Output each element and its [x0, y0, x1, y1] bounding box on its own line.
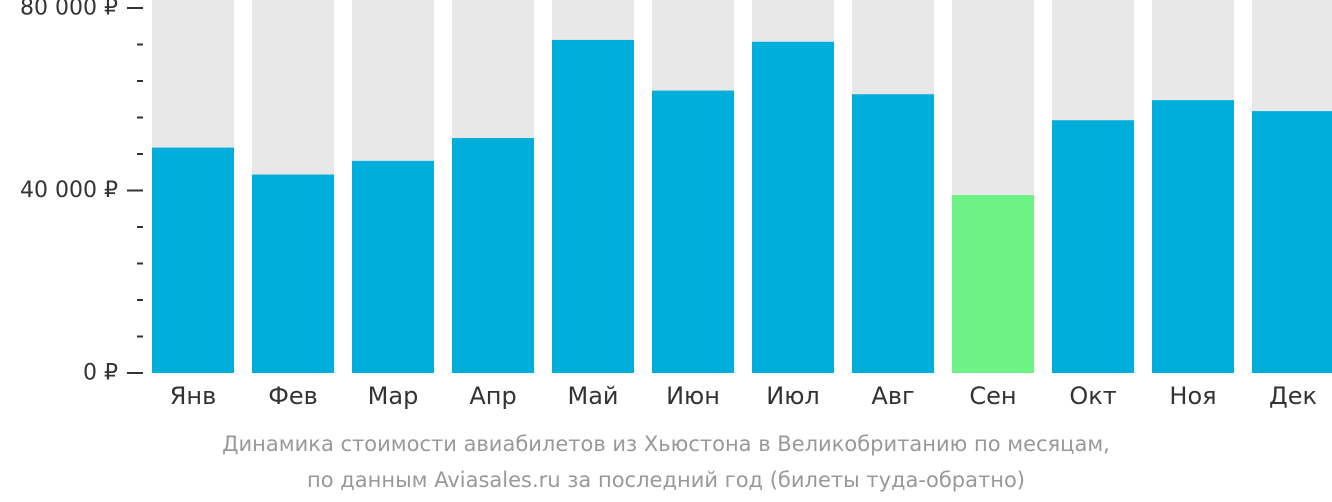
bar-6[interactable]	[652, 90, 734, 374]
bar-10[interactable]	[1052, 120, 1134, 373]
price-bar-chart: 0 ₽ 40 000 ₽ 80 000 ₽ Янв Фев Мар Апр Май Июн Ию…	[20, 0, 1332, 410]
bar-11[interactable]	[1152, 100, 1234, 373]
x-tick-label: Авг	[871, 382, 914, 410]
chart-caption-line-2: по данным Aviasales.ru за последний год …	[307, 468, 1025, 492]
x-tick-label: Июн	[666, 382, 720, 410]
bar-1[interactable]	[152, 147, 234, 373]
bar-4[interactable]	[452, 138, 534, 373]
bar-9[interactable]	[952, 195, 1034, 373]
x-tick-label: Сен	[969, 382, 1016, 410]
x-tick-label: Окт	[1069, 382, 1116, 410]
y-axis: 0 ₽ 40 000 ₽ 80 000 ₽	[20, 0, 143, 386]
x-tick-label: Мар	[368, 382, 419, 410]
x-tick-label: Ноя	[1169, 382, 1216, 410]
chart-caption-line-1: Динамика стоимости авиабилетов из Хьюсто…	[222, 432, 1110, 456]
x-tick-label: Фев	[268, 382, 318, 410]
bar-3[interactable]	[352, 160, 434, 373]
bar-7[interactable]	[752, 41, 834, 373]
bar-2[interactable]	[252, 174, 334, 373]
x-tick-label: Янв	[170, 382, 217, 410]
x-tick-label: Апр	[469, 382, 516, 410]
bar-8[interactable]	[852, 94, 934, 373]
bar-12[interactable]	[1252, 111, 1332, 374]
bar-5[interactable]	[552, 39, 634, 373]
x-tick-label: Май	[567, 382, 618, 410]
y-tick-label: 80 000 ₽	[20, 0, 118, 21]
y-tick-label: 0 ₽	[83, 361, 118, 386]
x-tick-label: Июл	[766, 382, 820, 410]
x-axis: Янв Фев Мар Апр Май Июн Июл Авг Сен Окт Ноя Дек	[170, 382, 1317, 410]
y-tick-label: 40 000 ₽	[20, 178, 118, 203]
x-tick-label: Дек	[1269, 382, 1317, 410]
bars	[152, 0, 1332, 374]
